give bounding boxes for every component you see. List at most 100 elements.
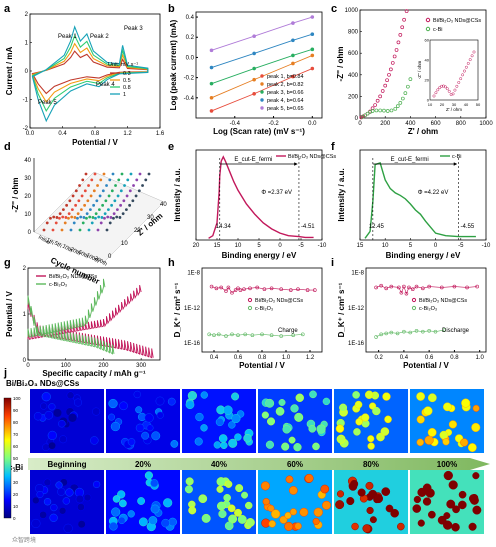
panel-i-diffusion-discharge: 0.2 0.4 0.6 0.8 1.0 1E-8 1E-12 1E-16 Potential /… bbox=[337, 267, 487, 370]
map-particle bbox=[366, 506, 374, 515]
map-particle bbox=[36, 490, 44, 499]
d-point bbox=[72, 221, 76, 225]
map-bottom-4 bbox=[334, 470, 408, 534]
map-particle bbox=[77, 520, 86, 529]
d-point bbox=[103, 212, 107, 216]
map-particle bbox=[265, 398, 275, 408]
map-particle bbox=[235, 484, 244, 493]
i-xtick-label: 0.6 bbox=[425, 355, 434, 361]
nyquist-point bbox=[400, 25, 405, 30]
data-point bbox=[291, 21, 295, 25]
stage-label: 60% bbox=[287, 460, 303, 469]
d-ztick-label: 30 bbox=[24, 176, 31, 182]
diffusion-point bbox=[224, 289, 228, 293]
nyquist-point bbox=[406, 84, 410, 89]
map-particle bbox=[241, 491, 249, 499]
map-particle bbox=[288, 436, 296, 444]
nyquist-point bbox=[370, 109, 375, 113]
nyquist-point bbox=[383, 83, 388, 88]
b-xtick-label: -0.2 bbox=[268, 121, 279, 127]
map-particle bbox=[218, 509, 227, 519]
diffusion-point bbox=[433, 329, 438, 334]
data-point bbox=[252, 34, 256, 39]
diffusion-point bbox=[414, 284, 419, 289]
b-xlabel: Log (Scan rate) (mV s⁻¹) bbox=[213, 127, 305, 136]
work-function-label: Φ =2.37 eV bbox=[261, 190, 292, 196]
b-ytick-label: 0.0 bbox=[186, 55, 195, 61]
map-particle bbox=[83, 493, 92, 502]
d-point bbox=[121, 212, 125, 216]
map-particle bbox=[262, 498, 270, 506]
colorbar-tick: 50 bbox=[13, 456, 19, 461]
diffusion-point bbox=[279, 287, 284, 292]
map-particle bbox=[422, 483, 432, 493]
map-particle bbox=[44, 410, 54, 420]
diffusion-point bbox=[255, 285, 260, 290]
map-particle bbox=[380, 427, 390, 436]
gitt-charge-cbi bbox=[27, 278, 106, 338]
h-annotation: Charge bbox=[278, 328, 298, 334]
map-particle bbox=[281, 442, 290, 451]
map-particle bbox=[339, 403, 348, 412]
inset-point bbox=[451, 92, 455, 96]
d-point bbox=[91, 216, 95, 219]
diffusion-point bbox=[427, 328, 431, 333]
e-xtick-label: 5 bbox=[257, 243, 261, 249]
legend-swatch bbox=[411, 297, 417, 303]
map-particle bbox=[110, 421, 121, 432]
map-particle bbox=[144, 413, 154, 423]
map-particle bbox=[423, 406, 433, 416]
e-ylabel: Intensity / a.u. bbox=[173, 168, 182, 221]
map-particle bbox=[47, 430, 57, 441]
map-particle bbox=[234, 433, 242, 441]
nyquist-point bbox=[395, 104, 400, 108]
legend-swatch bbox=[411, 305, 417, 311]
diffusion-point bbox=[300, 332, 305, 337]
diffusion-point bbox=[219, 285, 223, 290]
d-point bbox=[119, 203, 123, 207]
inset-xtick-label: 50 bbox=[476, 102, 481, 107]
map-particle bbox=[461, 398, 471, 408]
d-point bbox=[68, 199, 72, 203]
map-particle bbox=[442, 438, 450, 446]
e-xtick-label: -10 bbox=[318, 243, 327, 249]
inset-point bbox=[470, 54, 474, 58]
d-ztick-label: 0 bbox=[28, 230, 32, 236]
map-particle bbox=[443, 470, 453, 481]
cutoff-label: E_cut-E_fermi bbox=[234, 157, 272, 163]
map-particle bbox=[216, 485, 224, 493]
map-particle bbox=[369, 516, 377, 524]
map-particle bbox=[48, 403, 56, 411]
map-particle bbox=[218, 434, 228, 443]
d-point bbox=[104, 199, 108, 203]
map-particle bbox=[294, 522, 302, 530]
peak-label: Peak 4 bbox=[96, 82, 115, 88]
map-particle bbox=[224, 480, 233, 488]
c-ytick-label: 0 bbox=[355, 116, 359, 122]
legend-swatch bbox=[247, 305, 253, 311]
map-particle bbox=[150, 479, 159, 488]
diffusion-point bbox=[226, 285, 231, 290]
d-point bbox=[87, 228, 91, 232]
f-xtick-label: 10 bbox=[382, 243, 389, 249]
d-point bbox=[70, 208, 74, 212]
map-particle bbox=[90, 436, 99, 445]
map-particle bbox=[355, 418, 363, 426]
fit-line-peak 3, b=0.66 bbox=[211, 48, 313, 85]
legend-entry: c-Bi bbox=[433, 27, 442, 33]
d-point bbox=[135, 178, 139, 182]
c-ylabel: -Z'' / ohm bbox=[336, 47, 345, 82]
inset-point bbox=[445, 87, 449, 91]
c-xtick-label: 200 bbox=[380, 121, 391, 127]
diffusion-point bbox=[236, 333, 240, 338]
map-particle bbox=[155, 396, 165, 406]
peak-label: Peak 1 bbox=[58, 34, 77, 40]
d-point bbox=[88, 208, 92, 212]
legend-entry: 0.8 bbox=[123, 85, 131, 91]
d-point bbox=[119, 189, 123, 193]
map-particle bbox=[268, 520, 276, 528]
c-ytick-label: 1000 bbox=[345, 8, 359, 14]
i-xtick-label: 0.8 bbox=[450, 355, 459, 361]
map-particle bbox=[279, 515, 288, 524]
map-particle bbox=[118, 499, 127, 508]
